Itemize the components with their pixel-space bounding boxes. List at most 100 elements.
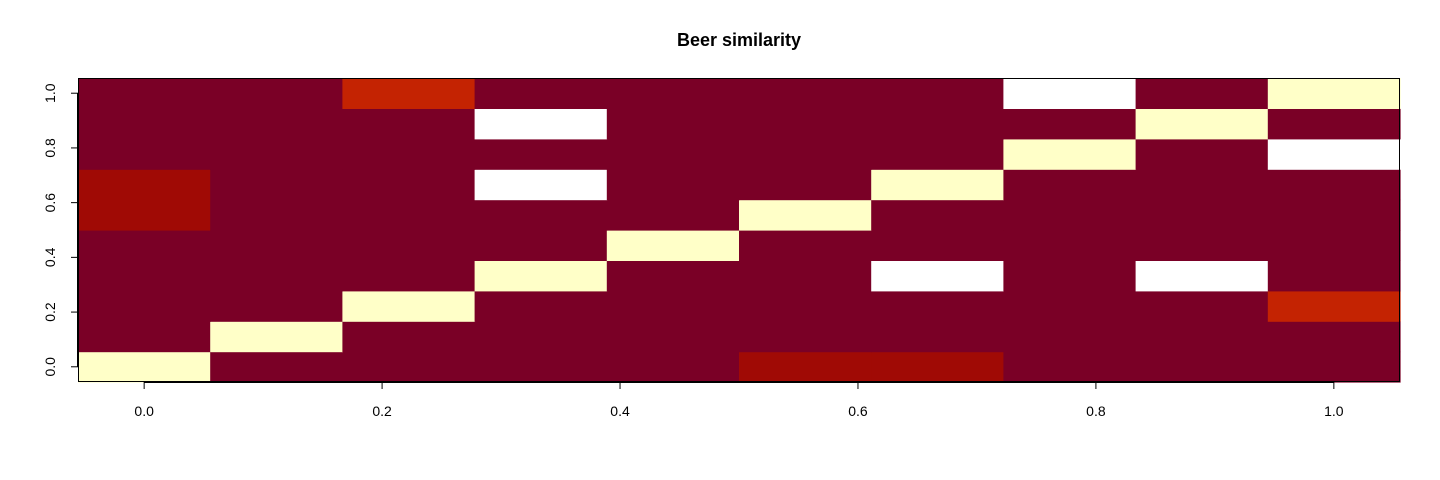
heatmap-cell	[78, 78, 211, 109]
y-tick-label: 0.0	[42, 357, 58, 377]
heatmap-cell	[1003, 199, 1137, 231]
heatmap-cell	[1003, 351, 1137, 383]
heatmap-cell	[1135, 199, 1269, 231]
heatmap-cell	[1135, 78, 1269, 109]
heatmap-cell	[871, 199, 1004, 231]
x-tick-label: 0.2	[372, 403, 392, 419]
heatmap-cell	[78, 290, 211, 322]
heatmap-cell	[606, 138, 740, 170]
heatmap-cell	[1267, 321, 1401, 353]
x-tick-label: 0.6	[848, 403, 868, 419]
heatmap-cell	[871, 169, 1004, 201]
heatmap-cell	[606, 290, 740, 322]
heatmap-cells	[78, 78, 1401, 383]
heatmap-cell	[342, 138, 476, 170]
heatmap-cell	[871, 260, 1004, 292]
heatmap-cell	[78, 260, 211, 292]
heatmap-cell	[474, 108, 608, 140]
heatmap-cell	[78, 230, 211, 261]
heatmap-cell	[871, 351, 1004, 383]
heatmap-cell	[342, 230, 476, 261]
heatmap-cell	[210, 169, 343, 201]
heatmap-cell	[474, 78, 608, 109]
heatmap-cell	[739, 78, 872, 109]
heatmap-cell	[739, 138, 872, 170]
heatmap-cell	[1267, 351, 1401, 383]
plot-frame	[78, 78, 1400, 382]
heatmap-cell	[606, 108, 740, 140]
heatmap-cell	[739, 108, 872, 140]
heatmap-cell	[606, 351, 740, 383]
y-tick-label: 0.6	[42, 193, 58, 213]
heatmap-cell	[871, 230, 1004, 261]
y-tick-label: 1.0	[42, 83, 58, 103]
heatmap-cell	[210, 230, 343, 261]
heatmap-cell	[739, 169, 872, 201]
y-tick-label: 0.8	[42, 138, 58, 158]
heatmap-cell	[1135, 138, 1269, 170]
heatmap-cell	[1003, 108, 1137, 140]
heatmap-cell	[78, 108, 211, 140]
y-axis: 0.0 0.2 0.4 0.6 0.8 1.0	[42, 83, 78, 377]
heatmap-cell	[739, 290, 872, 322]
heatmap-cell	[210, 290, 343, 322]
heatmap-cell	[739, 260, 872, 292]
heatmap-cell	[606, 321, 740, 353]
heatmap-cell	[342, 199, 476, 231]
y-tick-label: 0.2	[42, 302, 58, 322]
heatmap-cell	[739, 351, 872, 383]
heatmap-cell	[871, 321, 1004, 353]
heatmap-cell	[342, 108, 476, 140]
heatmap-cell	[739, 321, 872, 353]
heatmap-cell	[342, 321, 476, 353]
heatmap-cell	[210, 351, 343, 383]
heatmap-cell	[474, 199, 608, 231]
heatmap-cell	[342, 78, 476, 109]
heatmap-cell	[871, 108, 1004, 140]
heatmap-cell	[871, 290, 1004, 322]
x-tick-label: 1.0	[1324, 403, 1344, 419]
chart-title: Beer similarity	[677, 30, 801, 50]
heatmap-cell	[606, 78, 740, 109]
heatmap-cell	[78, 321, 211, 353]
heatmap-cell	[78, 138, 211, 170]
x-tick-label: 0.8	[1086, 403, 1106, 419]
heatmap-cell	[1003, 78, 1137, 109]
heatmap-cell	[739, 230, 872, 261]
heatmap-cell	[210, 108, 343, 140]
heatmap-cell	[1003, 290, 1137, 322]
y-tick-label: 0.4	[42, 247, 58, 267]
heatmap-cell	[1267, 230, 1401, 261]
heatmap-cell	[606, 199, 740, 231]
heatmap-cell	[1135, 290, 1269, 322]
heatmap-cell	[342, 169, 476, 201]
heatmap-cell	[474, 351, 608, 383]
heatmap-cell	[1267, 199, 1401, 231]
heatmap-cell	[1135, 169, 1269, 201]
heatmap-cell	[1267, 260, 1401, 292]
heatmap-cell	[1135, 260, 1269, 292]
heatmap-cell	[210, 78, 343, 109]
x-tick-label: 0.4	[610, 403, 630, 419]
heatmap-cell	[1003, 321, 1137, 353]
heatmap-cell	[1003, 169, 1137, 201]
heatmap-cell	[210, 260, 343, 292]
heatmap-cell	[474, 138, 608, 170]
heatmap-cell	[78, 199, 211, 231]
heatmap-cell	[78, 351, 211, 383]
heatmap-cell	[474, 290, 608, 322]
heatmap-cell	[1135, 351, 1269, 383]
heatmap-cell	[606, 169, 740, 201]
heatmap-cell	[474, 230, 608, 261]
heatmap-cell	[1003, 260, 1137, 292]
heatmap-cell	[210, 321, 343, 353]
heatmap-cell	[1267, 108, 1401, 140]
heatmap-cell	[342, 351, 476, 383]
heatmap-cell	[606, 260, 740, 292]
heatmap-cell	[1003, 230, 1137, 261]
heatmap-cell	[1003, 138, 1137, 170]
heatmap-cell	[606, 230, 740, 261]
heatmap-cell	[871, 138, 1004, 170]
heatmap-cell	[342, 290, 476, 322]
